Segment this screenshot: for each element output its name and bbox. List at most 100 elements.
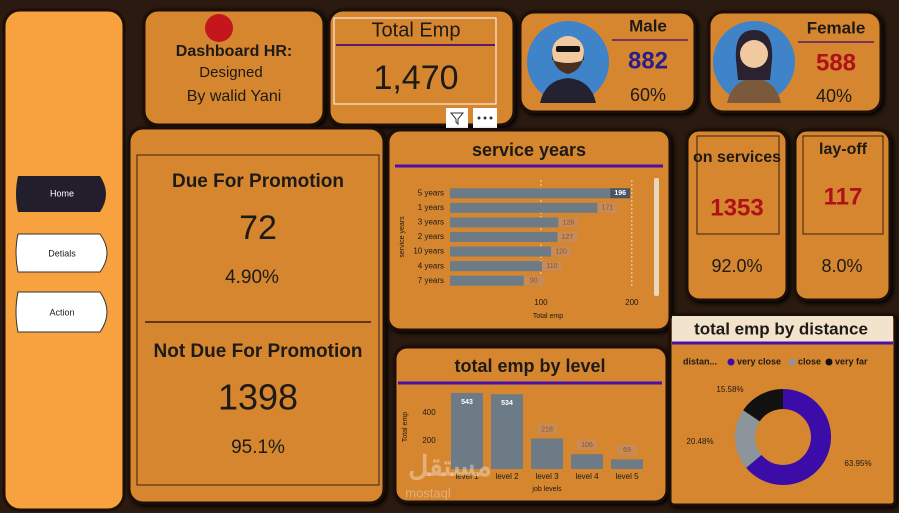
x-axis-label: job levels (531, 486, 562, 493)
value-label-bg (537, 423, 557, 435)
x-tick-label: level 3 (535, 472, 559, 481)
nav-label[interactable]: Detials (48, 248, 76, 258)
bar (451, 392, 483, 469)
kpi-title: on services (693, 149, 781, 166)
bar (571, 454, 603, 469)
y-tick-label: 3 years (418, 218, 444, 227)
bar (531, 438, 563, 469)
title-bg (672, 316, 893, 343)
legend-dot (825, 358, 833, 366)
kpi-value: 882 (628, 47, 668, 74)
value-label: 196 (614, 190, 626, 197)
donut-segment (743, 389, 783, 422)
bar (491, 394, 523, 469)
y-tick-label: 2 years (418, 232, 444, 241)
inner-frame (136, 154, 380, 486)
header-title: Dashboard HR: (176, 43, 292, 60)
watermark: mostaql (405, 485, 451, 500)
value-label-bg (551, 246, 572, 257)
x-tick-label: 200 (625, 298, 639, 307)
nav-label[interactable]: Home (50, 188, 74, 198)
value-label-bg (597, 202, 618, 213)
nav-button[interactable] (16, 176, 106, 212)
y-tick-label: 4 years (418, 261, 444, 270)
value-label: 534 (501, 400, 513, 407)
legend-dot (727, 358, 735, 366)
legend-title: distan... (683, 356, 717, 366)
logo (205, 14, 233, 42)
selection-box (333, 17, 497, 105)
value-label: 106 (581, 442, 593, 449)
y-tick-label: 200 (422, 436, 436, 445)
value-label: 63.95% (844, 459, 871, 468)
kpi-value: 588 (816, 49, 856, 76)
chart-title: total emp by level (454, 356, 605, 376)
x-tick-label: level 4 (575, 472, 599, 481)
value-label: 218 (541, 426, 553, 433)
y-axis-label: service years (399, 216, 406, 258)
kpi-card (327, 8, 516, 127)
x-tick-label: 100 (534, 298, 548, 307)
dot (477, 116, 481, 120)
y-tick-label: 1 years (418, 203, 444, 212)
kpi-share: 4.90% (225, 267, 279, 288)
value-label: 15.58% (716, 385, 743, 394)
nav-label[interactable]: Action (49, 307, 74, 317)
kpi-value: 1,470 (373, 59, 458, 97)
y-tick-label: 5 years (418, 188, 444, 197)
header-text: Designed (199, 64, 262, 81)
value-label-bg (617, 444, 637, 456)
x-tick-label: level 2 (495, 472, 519, 481)
legend-label: close (798, 356, 821, 366)
filter-icon[interactable] (446, 108, 468, 128)
chart-title: service years (472, 140, 586, 160)
nav-button[interactable] (15, 291, 108, 333)
kpi-card (793, 128, 892, 302)
value-label-bg (523, 275, 544, 286)
header-card (142, 8, 326, 127)
legend-label: very far (835, 356, 868, 366)
filter-glyph (449, 112, 465, 126)
kpi-title: Total Emp (372, 19, 461, 41)
bar (450, 188, 629, 199)
bar (450, 232, 566, 242)
bar (450, 246, 560, 257)
avatar-body (727, 78, 781, 103)
bar (450, 202, 606, 213)
x-tick-label: level 5 (615, 472, 639, 481)
value-label-bg (577, 439, 597, 451)
nav-button[interactable] (15, 233, 108, 273)
inner-frame (696, 135, 780, 235)
value-label: 543 (461, 399, 473, 406)
x-axis-label: Total emp (533, 313, 563, 320)
kpi-title: Male (629, 16, 667, 35)
kpi-share: 40% (816, 86, 852, 106)
kpi-share: 8.0% (821, 256, 862, 276)
legend-label: very close (737, 356, 781, 366)
promotion-card (127, 126, 386, 505)
value-label-bg (542, 261, 562, 272)
kpi-card (685, 128, 789, 302)
scrollbar[interactable] (654, 178, 659, 296)
watermark: مستقل (408, 450, 492, 481)
kpi-value: 1353 (710, 194, 763, 221)
value-label: 120 (555, 248, 567, 255)
y-axis-label: Total emp (402, 412, 409, 442)
y-tick-label: 7 years (418, 276, 444, 285)
avatar-face (740, 40, 768, 68)
legend-dot (788, 358, 796, 366)
x-tick-label: level 1 (455, 472, 479, 481)
header-text: By walid Yani (187, 88, 282, 105)
kpi-title: Not Due For Promotion (154, 341, 363, 362)
value-label: 127 (562, 234, 574, 241)
value-label-bg (558, 217, 579, 228)
value-label: 171 (602, 205, 614, 212)
donut-segment (746, 389, 832, 486)
kpi-title: Female (807, 18, 866, 37)
kpi-share: 60% (630, 85, 666, 105)
chart-card (668, 313, 897, 507)
avatar-glasses (556, 46, 580, 52)
kpi-value: 117 (824, 183, 863, 210)
